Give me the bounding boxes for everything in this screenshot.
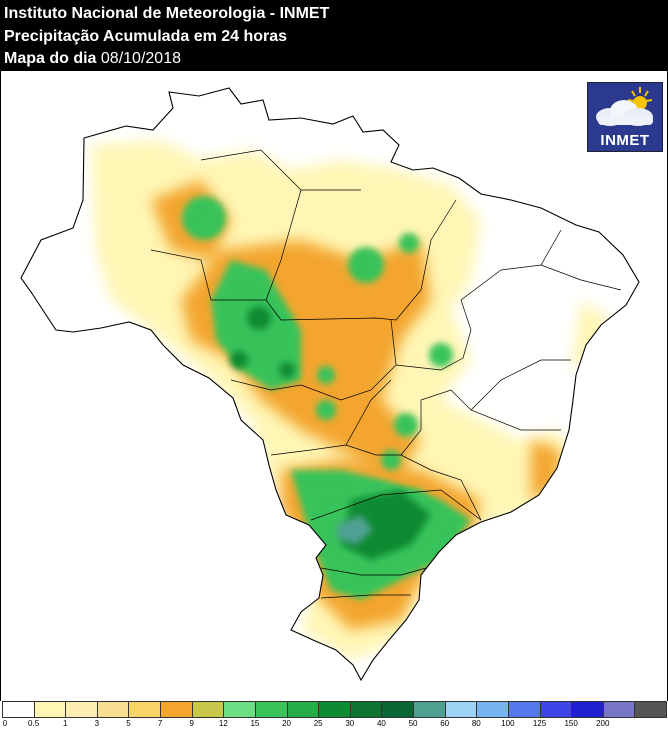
- legend-swatch: [349, 701, 383, 718]
- map-date-line: Mapa do dia 08/10/2018: [4, 49, 181, 69]
- legend-tick-label: 12: [218, 719, 228, 728]
- legend-tick-label: 150: [564, 719, 578, 728]
- legend-swatch: [634, 701, 667, 718]
- legend-tick-label: 0.5: [28, 719, 40, 728]
- state-borders: [150, 149, 622, 599]
- legend-swatch: [413, 701, 446, 718]
- map-date: 08/10/2018: [100, 50, 181, 67]
- legend-swatch: [2, 701, 35, 718]
- legend-swatch: [223, 701, 256, 718]
- legend-tick-label: 100: [501, 719, 515, 728]
- map-area: INMET: [0, 71, 668, 701]
- legend-tick-label: 9: [189, 719, 194, 728]
- legend-tick-label: 60: [440, 719, 450, 728]
- sun-cloud-icon: [596, 87, 653, 126]
- precipitation-layer: [91, 140, 611, 660]
- logo-text: INMET: [600, 132, 650, 149]
- legend-swatch: [539, 701, 573, 718]
- legend-swatch: [476, 701, 509, 718]
- legend-tick-label: 7: [157, 719, 163, 728]
- legend-swatch: [444, 701, 478, 718]
- legend-tick-label: 80: [471, 719, 481, 728]
- legend-swatch: [96, 701, 130, 718]
- map-header: Instituto Nacional de Meteorologia - INM…: [0, 0, 668, 71]
- legend-swatch: [191, 701, 225, 718]
- legend-tick-label: 20: [282, 719, 292, 728]
- legend-swatch: [33, 701, 67, 718]
- institution-title: Instituto Nacional de Meteorologia - INM…: [4, 5, 330, 22]
- legend-tick-label: 1: [63, 719, 68, 728]
- legend-tick-label: 50: [408, 719, 418, 728]
- legend-swatch: [602, 701, 636, 718]
- extreme-rain-area: [336, 515, 373, 545]
- legend-swatch: [254, 701, 288, 718]
- legend-tick-label: 3: [94, 719, 100, 728]
- legend-swatch: [160, 701, 193, 718]
- legend-swatch: [65, 701, 98, 718]
- legend-tick-label: 40: [376, 719, 386, 728]
- legend-tick-label: 15: [250, 719, 260, 728]
- product-title: Precipitação Acumulada em 24 horas: [4, 28, 288, 45]
- very-heavy-rain-area: [230, 306, 431, 560]
- legend-tick-label: 125: [532, 719, 547, 728]
- legend-swatch: [286, 701, 320, 718]
- inmet-logo: INMET: [587, 82, 663, 152]
- country-border: [20, 87, 640, 682]
- legend-tick-label: 30: [345, 719, 355, 728]
- legend-swatch: [381, 701, 415, 718]
- legend-swatch: [128, 701, 162, 718]
- legend-tick-label: 5: [126, 719, 131, 728]
- legend-swatch: [318, 701, 351, 718]
- precipitation-legend: 0 0.5 1 3 5 7 9 12 15 20 25 30 40 50 60 80 100 125 150 200: [0, 701, 668, 731]
- legend-tick-label: 0: [2, 719, 8, 728]
- precipitation-map: [20, 87, 640, 682]
- legend-swatch: [571, 701, 604, 718]
- map-date-label: Mapa do dia: [4, 50, 97, 67]
- legend-tick-label: 200: [596, 719, 610, 728]
- legend-tick-label: 25: [313, 719, 323, 728]
- legend-swatch: [507, 701, 541, 718]
